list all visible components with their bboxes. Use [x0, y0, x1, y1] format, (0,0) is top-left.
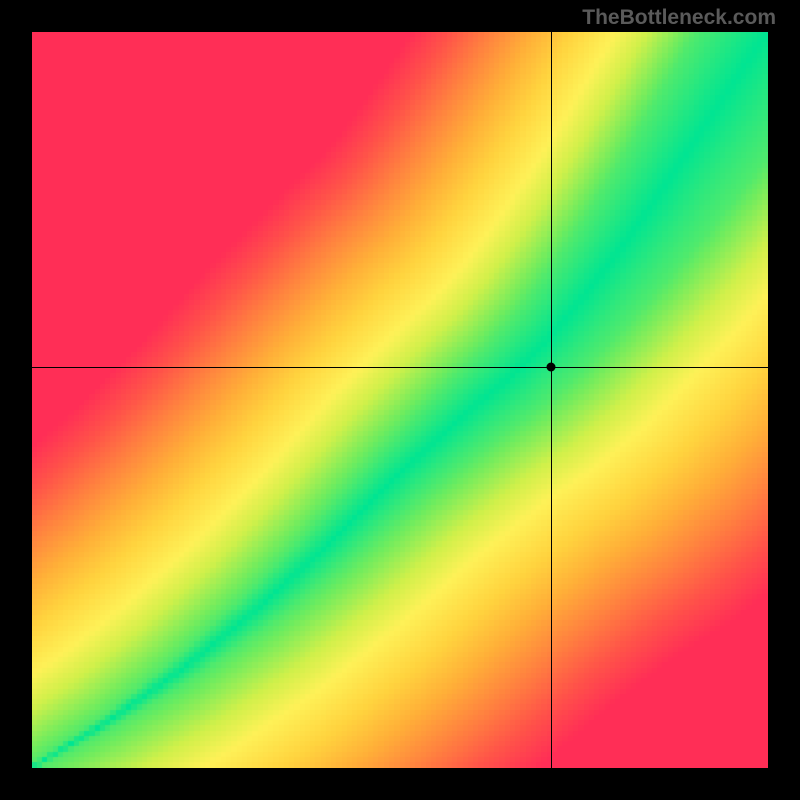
crosshair-vertical — [551, 32, 552, 768]
heatmap-canvas — [32, 32, 768, 768]
crosshair-horizontal — [32, 367, 768, 368]
heatmap-plot — [32, 32, 768, 768]
attribution-text: TheBottleneck.com — [582, 6, 776, 30]
crosshair-point — [546, 362, 555, 371]
